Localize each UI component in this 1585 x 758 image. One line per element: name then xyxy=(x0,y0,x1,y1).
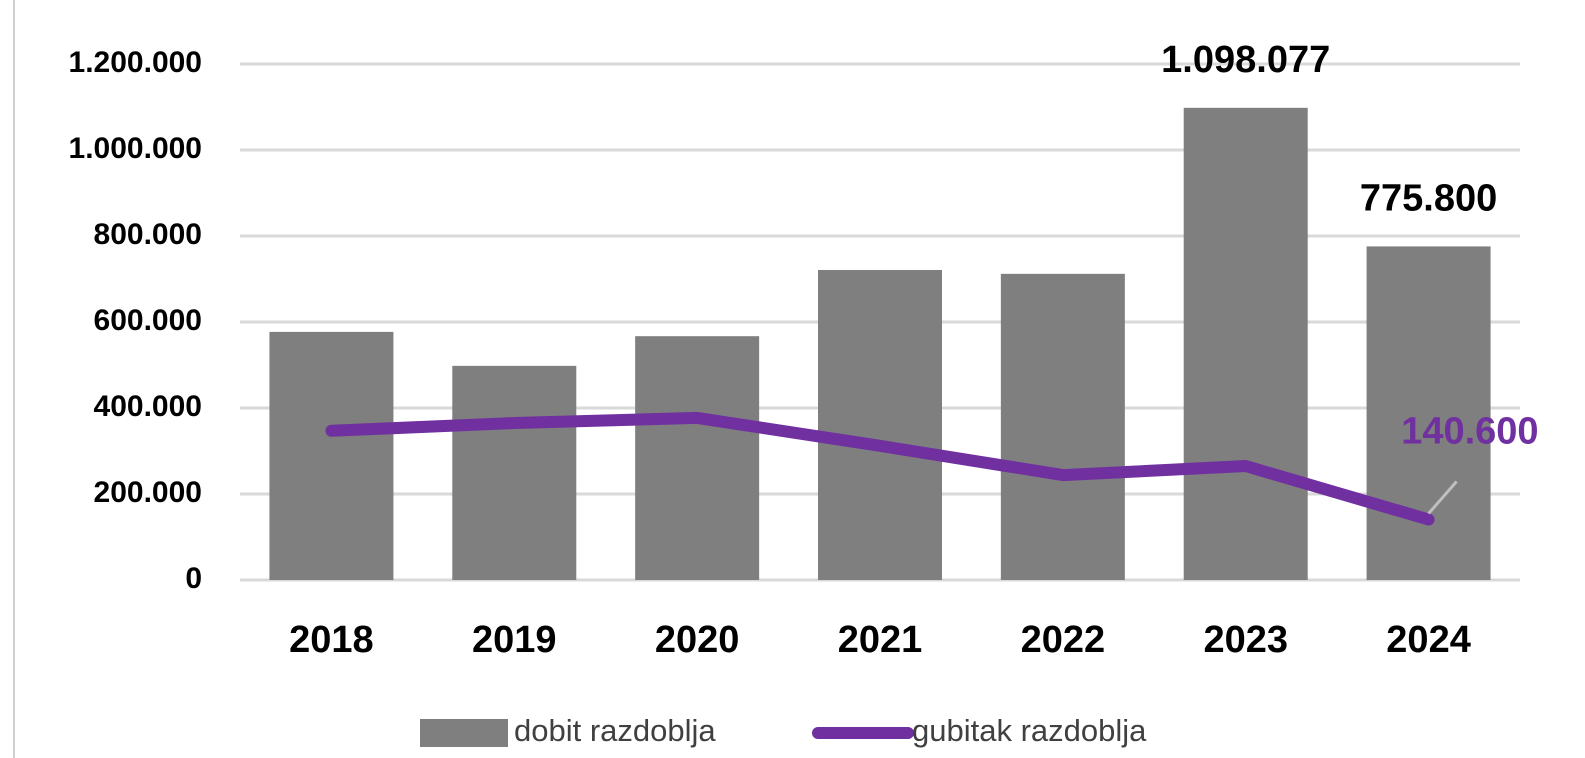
legend-label: dobit razdoblja xyxy=(514,713,716,748)
bar xyxy=(269,331,394,580)
leader-line xyxy=(1427,480,1458,515)
y-tick-label: 600.000 xyxy=(94,304,202,337)
y-tick-label: 1.200.000 xyxy=(69,46,202,79)
y-tick-label: 200.000 xyxy=(94,476,202,509)
y-tick-label: 800.000 xyxy=(94,218,202,251)
x-tick-label: 2019 xyxy=(472,619,557,661)
x-tick-label: 2024 xyxy=(1386,619,1471,661)
y-tick-label: 0 xyxy=(185,562,202,595)
x-tick-label: 2020 xyxy=(655,619,740,661)
legend-swatch xyxy=(420,719,508,747)
y-tick-label: 400.000 xyxy=(94,390,202,423)
bar xyxy=(1000,273,1125,580)
bar xyxy=(1183,107,1308,580)
data-label: 140.600 xyxy=(1401,411,1538,453)
data-label: 1.098.077 xyxy=(1161,39,1330,81)
legend-label: gubitak razdoblja xyxy=(912,713,1147,748)
bar xyxy=(452,365,577,580)
bar xyxy=(818,269,942,580)
data-label: 775.800 xyxy=(1360,177,1497,219)
y-tick-label: 1.000.000 xyxy=(69,132,202,165)
x-tick-label: 2023 xyxy=(1203,619,1288,661)
line xyxy=(325,411,1435,526)
x-tick-label: 2018 xyxy=(289,619,374,661)
x-tick-label: 2022 xyxy=(1021,619,1106,661)
bar xyxy=(635,336,760,580)
x-tick-label: 2021 xyxy=(838,619,923,661)
